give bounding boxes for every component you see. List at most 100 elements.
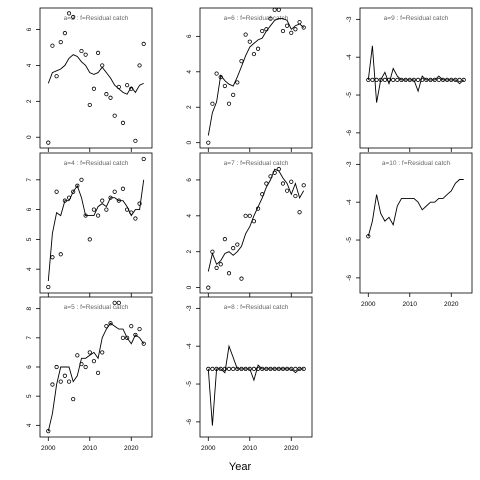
obs-point [50,43,55,48]
obs-point [285,366,290,371]
x-tick-label: 2010 [403,301,418,308]
panel-frame [39,152,153,294]
y-tick-label: 6 [26,27,33,31]
obs-point [79,361,84,367]
y-tick-label: 4 [26,423,33,427]
obs-point [264,181,269,186]
obs-point [214,265,219,270]
obs-point [255,206,261,211]
obs-point [108,195,113,200]
y-tick-label: -3 [346,161,353,167]
obs-point [137,201,142,206]
y-tick-label: 4 [186,70,193,74]
x-tick-label: 2010 [83,445,98,452]
obs-point [79,177,84,182]
obs-point [116,198,121,203]
obs-point [461,77,466,82]
obs-point [366,77,371,82]
obs-point [120,186,126,191]
obs-point [436,77,441,82]
obs-point [141,156,146,162]
fit-line [207,344,304,426]
y-tick-label: -3 [186,305,193,311]
y-tick-label: -5 [346,237,353,243]
y-tick-label: -4 [186,343,193,349]
obs-point [239,366,244,371]
panel-4: a=4 : f=Residual catch 4 5 6 7 [26,152,153,297]
y-tick-label: 2 [26,99,33,103]
panel-title: a=8 : f=Residual catch [224,304,289,311]
obs-point [95,50,101,55]
panel-1: a=3 : f=Residual catch 0 2 4 6 [26,7,153,152]
obs-point [260,192,265,197]
fit-line [207,18,304,136]
y-tick-label: -4 [346,54,353,60]
obs-point [108,321,113,326]
obs-point [407,77,412,82]
obs-point [386,77,392,82]
obs-point [210,101,215,106]
obs-point [66,11,72,16]
obs-point [141,341,146,346]
panel-title: a=4 : f=Residual catch [64,160,129,167]
obs-point [75,353,80,358]
panel-2: a=6 : f=Residual catch 0 2 4 6 [186,7,313,152]
obs-point [235,366,240,371]
obs-point [218,75,223,80]
panel-frame [39,7,153,149]
obs-point [226,366,232,371]
y-tick-label: 7 [26,336,33,340]
obs-point [264,366,269,371]
fit-line [367,179,464,237]
obs-point [46,284,51,290]
obs-point [420,77,425,82]
y-tick-label: 4 [26,63,33,67]
obs-point [378,77,383,82]
x-tick-label: 2020 [284,445,299,452]
obs-point [424,77,429,82]
obs-point [366,234,371,239]
y-tick-label: -6 [346,130,353,136]
obs-point [222,237,227,242]
x-tick-label: 2000 [201,445,216,452]
obs-point [137,63,142,68]
obs-point [255,46,261,51]
obs-point [264,27,269,32]
y-tick-label: 5 [26,237,33,241]
obs-point [243,366,248,371]
obs-point [239,276,244,281]
y-tick-label: 6 [186,178,193,182]
panel-title: a=3 : f=Residual catch [64,15,129,22]
y-tick-label: 0 [186,285,193,289]
obs-point [218,366,223,371]
obs-point [71,189,76,194]
obs-point [411,77,417,82]
obs-point [133,332,138,338]
obs-point [222,366,227,371]
obs-point [116,300,121,305]
obs-point [251,366,257,371]
obs-point [374,77,379,82]
obs-point [297,210,302,215]
obs-point [79,48,84,54]
y-tick-label: 2 [186,105,193,109]
obs-point [395,77,400,82]
obs-point [129,86,134,91]
obs-point [280,28,286,34]
obs-point [58,379,63,384]
obs-point [75,183,80,188]
obs-point [104,207,109,212]
obs-point [50,382,55,387]
x-tick-label: 2020 [124,445,139,452]
panel-title: a=9 : f=Residual catch [384,15,449,22]
obs-point [226,101,232,106]
obs-point [276,7,281,12]
obs-point [129,210,134,215]
obs-point [83,213,88,218]
obs-point [293,193,298,199]
obs-point [83,364,88,370]
y-tick-label: 6 [26,365,33,369]
obs-point [71,396,76,402]
y-tick-label: 4 [186,214,193,218]
